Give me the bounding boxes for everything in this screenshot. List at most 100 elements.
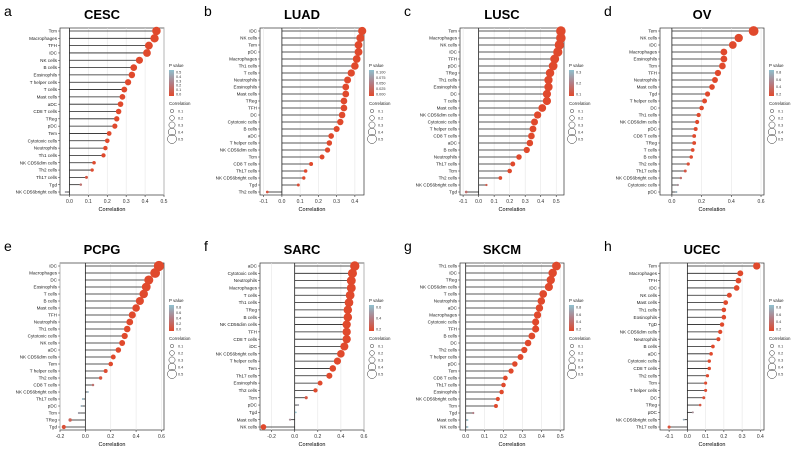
lollipop-point: [719, 322, 725, 327]
plot-frame: [259, 27, 365, 196]
lollipop-point: [351, 62, 359, 70]
size-legend-title: Correlation: [169, 101, 191, 106]
x-axis-label: Correlation: [499, 442, 526, 448]
category-label: T helper cells: [30, 369, 58, 374]
lollipop-point: [350, 261, 360, 271]
pvalue-tick-label: 0.8: [776, 306, 781, 310]
lollipop-point: [347, 69, 355, 77]
lollipop-point: [542, 89, 552, 99]
size-legend-circle: [767, 362, 777, 372]
category-label: Macrophages: [229, 286, 258, 291]
size-legend-circle: [767, 369, 777, 379]
category-label: CD8 T cells: [633, 366, 657, 371]
category-label: Eosinophils: [434, 390, 458, 395]
lollipop-point: [550, 54, 560, 64]
size-legend-label: 0.3: [178, 124, 183, 128]
category-label: Th2 cells: [239, 190, 258, 195]
size-legend-circle: [570, 109, 574, 113]
category-label: Mast cells: [437, 106, 458, 111]
x-tick-label: 0.1: [702, 434, 709, 440]
lollipop-point: [68, 418, 72, 422]
lollipop-point: [356, 33, 365, 43]
size-legend-label: 0.1: [578, 110, 583, 114]
category-label: CD8 T cells: [33, 109, 57, 114]
x-tick-label: 0.2: [314, 434, 321, 440]
lollipop-point: [337, 118, 344, 126]
category-label: DC: [650, 395, 657, 400]
size-legend-label: 0.3: [778, 359, 783, 363]
category-label: T cells: [244, 71, 258, 76]
category-label: Mast cells: [637, 300, 658, 305]
size-legend-circle: [167, 362, 177, 372]
category-label: Tgd: [49, 182, 57, 187]
pvalue-colorbar: [769, 70, 774, 96]
category-label: iDC: [249, 344, 257, 349]
plot-frame: [459, 27, 565, 196]
size-legend-circle: [567, 362, 577, 372]
panel-title: CESC: [84, 7, 121, 22]
x-axis-label: Correlation: [299, 207, 326, 213]
category-label: B cells: [443, 334, 457, 339]
size-legend-label: 0.2: [378, 352, 383, 356]
category-label: Eosinophils: [34, 73, 58, 78]
x-tick-label: 0.2: [698, 199, 705, 205]
category-label: Th2 cells: [39, 168, 58, 173]
lollipop-point: [344, 76, 352, 84]
size-legend-label: 0.2: [778, 352, 783, 356]
x-tick-label: 0.0: [684, 434, 691, 440]
lollipop-point: [516, 154, 522, 160]
category-label: NK CD56bright cells: [216, 176, 258, 181]
lollipop-point: [696, 112, 701, 118]
category-label: NK CD56bright cells: [16, 390, 58, 395]
size-legend-circle: [169, 115, 175, 121]
category-label: T helper cells: [30, 80, 58, 85]
category-label: Tgd: [649, 92, 657, 97]
lollipop-point: [714, 69, 722, 77]
size-legend-circle: [569, 350, 575, 356]
panel-f: f SARC -0.2 0.0 0.2 0.4 0.6 Correlation aDC Cytot…: [204, 238, 391, 448]
pvalue-tick-label: 0.2: [576, 82, 581, 86]
category-label: Tcm: [649, 381, 658, 386]
size-legend-circle: [370, 344, 374, 348]
category-label: pDC: [648, 190, 658, 195]
category-label: Tcm: [249, 155, 258, 160]
pvalue-legend-title: P value: [769, 63, 784, 68]
x-tick-label: -0.1: [459, 199, 468, 205]
category-label: NK cells: [640, 36, 658, 41]
lollipop-point: [524, 339, 532, 347]
lollipop-point: [144, 41, 153, 50]
lollipop-point: [309, 162, 314, 166]
lollipop-point: [80, 404, 83, 408]
lollipop-point: [144, 275, 154, 285]
pvalue-tick-label: 0.8: [576, 306, 581, 310]
category-label: Cytotoxic cells: [428, 320, 458, 325]
category-label: Tgd: [449, 190, 457, 195]
category-label: Tem: [248, 43, 257, 48]
lollipop-point: [548, 61, 558, 71]
category-label: Cytotoxic cells: [428, 120, 458, 125]
size-legend-circle: [369, 350, 375, 356]
category-label: Th1 cells: [239, 64, 258, 69]
pvalue-colorbar: [369, 305, 374, 331]
category-label: TFH: [48, 43, 57, 48]
x-tick-label: 0.4: [537, 199, 544, 205]
category-label: Macrophages: [29, 36, 58, 41]
x-tick-label: 0.4: [757, 434, 764, 440]
size-legend-label: 0.1: [778, 345, 783, 349]
lollipop-point: [338, 111, 346, 119]
category-label: Cytotoxic cells: [28, 334, 58, 339]
category-label: TFH: [448, 57, 457, 62]
lollipop-point: [326, 140, 333, 146]
pvalue-tick-label: 0.075: [376, 76, 386, 80]
plot-frame: [659, 27, 765, 196]
lollipop-point: [329, 365, 337, 372]
x-tick-label: 0.4: [728, 199, 735, 205]
category-label: Cytotoxic cells: [228, 271, 258, 276]
lollipop-point: [358, 26, 367, 36]
x-tick-label: 0.3: [522, 199, 529, 205]
lollipop-point: [77, 411, 81, 415]
pvalue-tick-label: 0.6: [776, 78, 781, 82]
pvalue-tick-label: 0.025: [376, 87, 386, 91]
category-label: Tcm: [649, 64, 658, 69]
